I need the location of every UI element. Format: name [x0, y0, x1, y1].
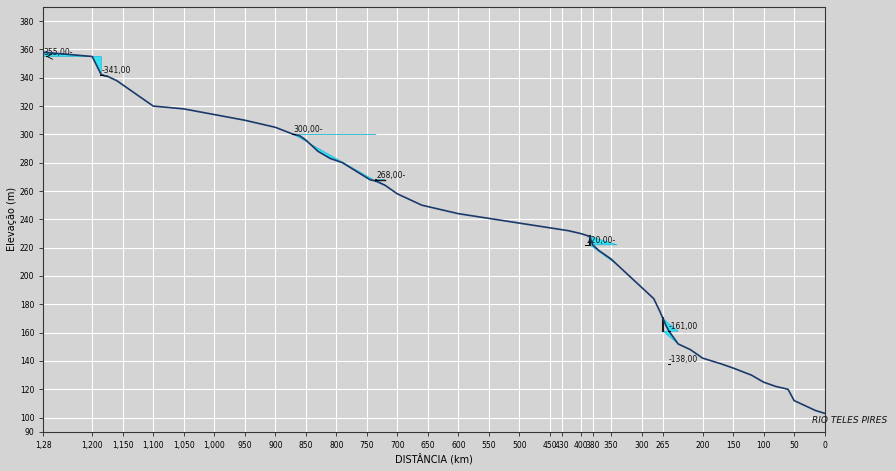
Polygon shape	[590, 236, 617, 265]
Y-axis label: Elevação (m): Elevação (m)	[7, 187, 17, 252]
Text: -138,00: -138,00	[669, 355, 698, 364]
Polygon shape	[376, 180, 385, 186]
Text: 268,00-: 268,00-	[376, 171, 405, 180]
Text: 300,00-: 300,00-	[294, 125, 323, 134]
X-axis label: DISTÂNCIA (km): DISTÂNCIA (km)	[395, 453, 473, 464]
Text: RIO TELES PIRES: RIO TELES PIRES	[813, 416, 888, 425]
Polygon shape	[663, 318, 678, 344]
Polygon shape	[43, 52, 101, 75]
Polygon shape	[294, 134, 376, 181]
Text: -341,00: -341,00	[101, 66, 131, 75]
Text: 220,00-: 220,00-	[587, 236, 616, 245]
Text: 355,00-: 355,00-	[43, 48, 73, 57]
Text: -161,00: -161,00	[669, 322, 698, 331]
